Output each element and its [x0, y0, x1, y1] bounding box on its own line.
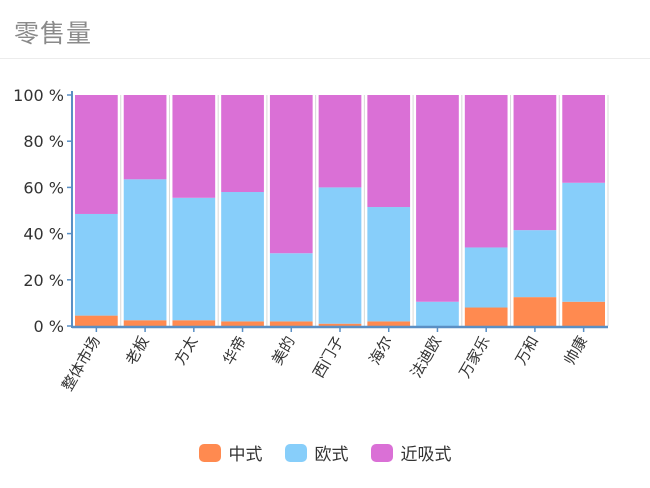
bar-0-series-0[interactable]: [75, 315, 118, 326]
bar-6-series-1[interactable]: [367, 207, 411, 322]
bar-8-series-1[interactable]: [464, 247, 508, 308]
x-tick-label: 美的: [268, 333, 299, 368]
bar-3-series-0[interactable]: [221, 321, 264, 326]
bar-4-series-0[interactable]: [269, 321, 313, 326]
bar-4-series-2[interactable]: [269, 95, 313, 254]
legend-swatch-zhongshi: [198, 443, 221, 462]
bar-4-series-1[interactable]: [269, 253, 313, 322]
legend: 中式 欧式 近吸式: [0, 440, 650, 465]
bar-9-series-1[interactable]: [513, 230, 557, 298]
bar-1-series-2[interactable]: [123, 95, 167, 180]
x-tick-label: 华帝: [219, 333, 250, 368]
x-tick-label: 万和: [512, 333, 543, 368]
bar-2-series-1[interactable]: [172, 197, 216, 321]
bar-10-series-2[interactable]: [562, 95, 605, 183]
y-tick-label: 40 %: [23, 225, 64, 244]
legend-label-oushi: 欧式: [314, 445, 349, 465]
bar-9-series-2[interactable]: [513, 95, 557, 231]
bar-5-series-1[interactable]: [318, 187, 362, 324]
bar-7-series-1[interactable]: [416, 301, 459, 326]
bar-5-series-0[interactable]: [318, 323, 362, 326]
legend-item-jinxishi[interactable]: 近吸式: [370, 440, 452, 465]
y-tick-label: 0 %: [34, 317, 64, 336]
bar-8-series-0[interactable]: [464, 307, 508, 326]
bar-6-series-2[interactable]: [367, 95, 411, 208]
bar-0-series-2[interactable]: [75, 95, 118, 214]
y-tick-label: 80 %: [23, 132, 64, 151]
bar-9-series-0[interactable]: [513, 297, 557, 326]
bar-6-series-0[interactable]: [367, 321, 411, 326]
y-tick-label: 60 %: [23, 178, 64, 197]
x-tick-label: 方太: [171, 333, 202, 368]
bar-1-series-0[interactable]: [123, 320, 167, 326]
x-tick-label: 整体市场: [58, 333, 104, 394]
legend-label-zhongshi: 中式: [228, 445, 263, 465]
y-tick-label: 100 %: [13, 86, 64, 105]
legend-swatch-jinxishi: [370, 443, 393, 462]
bar-3-series-2[interactable]: [221, 95, 264, 193]
x-tick-label: 法迪欧: [407, 333, 445, 381]
chart-header: 零售量: [0, 0, 650, 59]
bar-3-series-1[interactable]: [221, 192, 264, 322]
x-tick-label: 万家乐: [456, 333, 494, 381]
bar-8-series-2[interactable]: [464, 95, 508, 248]
bar-10-series-1[interactable]: [562, 182, 605, 302]
x-tick-label: 西门子: [309, 333, 347, 381]
bar-2-series-0[interactable]: [172, 320, 216, 326]
x-tick-label: 帅康: [561, 333, 592, 368]
bar-1-series-1[interactable]: [123, 179, 167, 321]
stacked-bar-chart: 0 % 20 % 40 % 60 % 80 % 100 % 整体市场 老板 方太 华帝 美的 西门子海…: [13, 86, 609, 394]
legend-swatch-oushi: [284, 443, 307, 462]
legend-label-jinxishi: 近吸式: [400, 445, 452, 465]
bar-7-series-2[interactable]: [416, 95, 459, 302]
chart-title: 零售量: [14, 19, 93, 48]
bar-10-series-0[interactable]: [562, 301, 605, 326]
bar-0-series-1[interactable]: [75, 213, 118, 316]
bar-5-series-2[interactable]: [318, 95, 362, 188]
bar-2-series-2[interactable]: [172, 95, 216, 198]
x-tick-label: 海尔: [366, 333, 397, 368]
legend-item-oushi[interactable]: 欧式: [284, 440, 349, 465]
x-tick-label: 老板: [122, 333, 153, 368]
legend-item-zhongshi[interactable]: 中式: [198, 440, 263, 465]
y-tick-label: 20 %: [23, 271, 64, 290]
